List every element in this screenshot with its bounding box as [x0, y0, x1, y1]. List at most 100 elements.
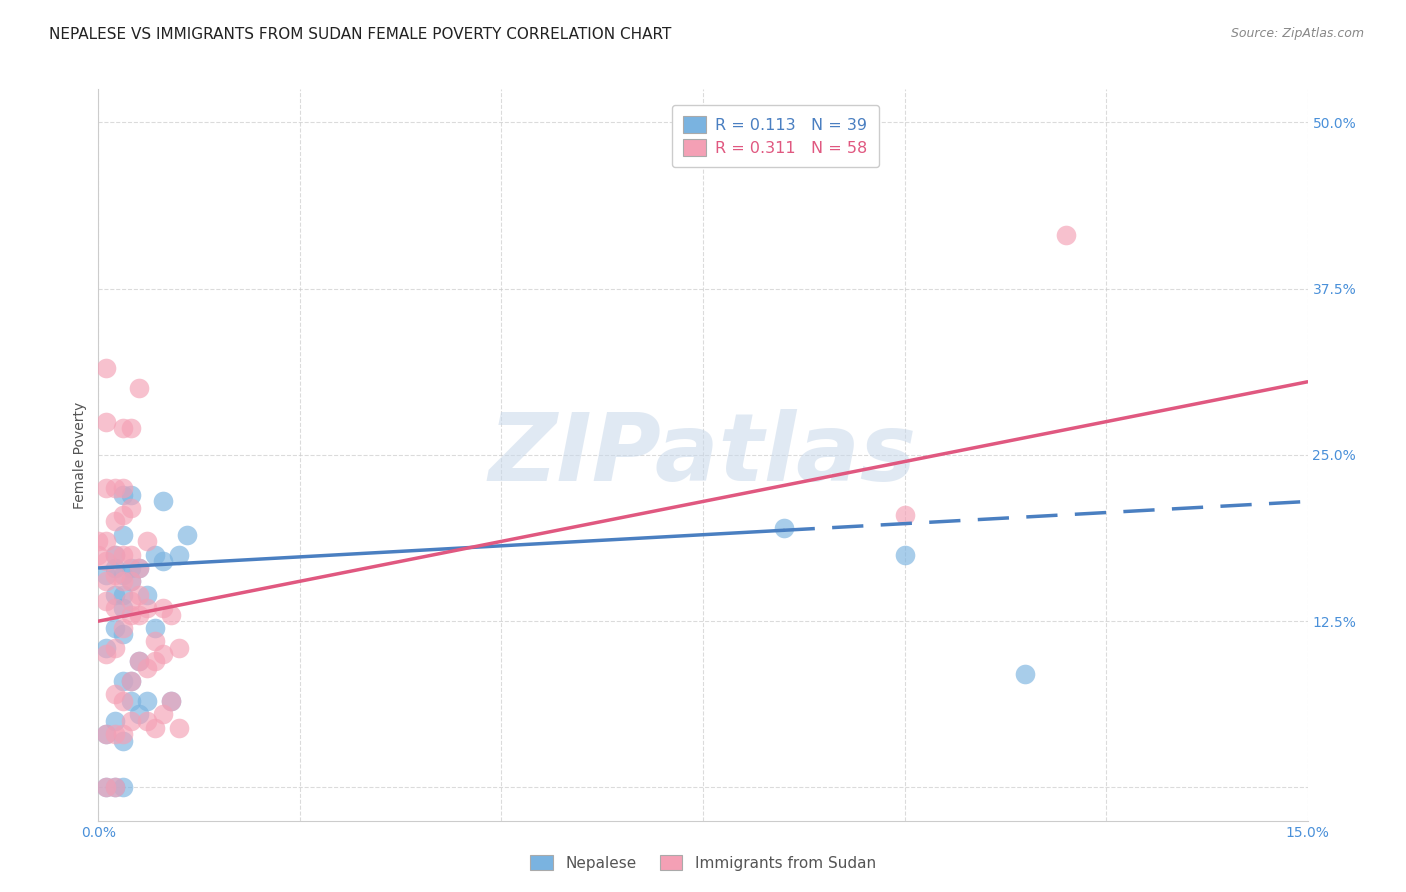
Point	[111, 727, 134, 741]
Point	[1054, 228, 1077, 243]
Point	[135, 714, 157, 728]
Point	[111, 488, 134, 502]
Point	[135, 588, 157, 602]
Point	[143, 721, 166, 735]
Point	[128, 707, 150, 722]
Point	[120, 488, 142, 502]
Point	[120, 673, 142, 688]
Point	[87, 548, 110, 562]
Point	[103, 561, 125, 575]
Point	[111, 588, 134, 602]
Point	[111, 548, 134, 562]
Point	[111, 627, 134, 641]
Point	[111, 527, 134, 541]
Point	[772, 521, 794, 535]
Legend: R = 0.113   N = 39, R = 0.311   N = 58: R = 0.113 N = 39, R = 0.311 N = 58	[672, 104, 879, 168]
Point	[103, 727, 125, 741]
Point	[128, 561, 150, 575]
Point	[96, 567, 118, 582]
Point	[893, 508, 915, 522]
Point	[120, 561, 142, 575]
Point	[96, 415, 118, 429]
Point	[143, 621, 166, 635]
Point	[111, 734, 134, 748]
Point	[103, 515, 125, 529]
Point	[111, 694, 134, 708]
Point	[96, 640, 118, 655]
Point	[120, 594, 142, 608]
Point	[111, 567, 134, 582]
Point	[103, 600, 125, 615]
Legend: Nepalese, Immigrants from Sudan: Nepalese, Immigrants from Sudan	[522, 846, 884, 880]
Point	[103, 780, 125, 795]
Point	[103, 780, 125, 795]
Point	[103, 481, 125, 495]
Point	[111, 421, 134, 435]
Point	[893, 548, 915, 562]
Point	[103, 588, 125, 602]
Point	[135, 661, 157, 675]
Point	[96, 534, 118, 549]
Point	[128, 654, 150, 668]
Point	[96, 594, 118, 608]
Point	[96, 648, 118, 662]
Point	[120, 607, 142, 622]
Point	[152, 600, 174, 615]
Point	[103, 714, 125, 728]
Point	[120, 574, 142, 589]
Point	[160, 607, 183, 622]
Point	[120, 714, 142, 728]
Point	[111, 780, 134, 795]
Point	[152, 554, 174, 568]
Point	[128, 381, 150, 395]
Point	[143, 654, 166, 668]
Point	[96, 361, 118, 376]
Point	[111, 621, 134, 635]
Point	[111, 600, 134, 615]
Point	[103, 567, 125, 582]
Point	[87, 534, 110, 549]
Point	[103, 548, 125, 562]
Point	[128, 607, 150, 622]
Point	[96, 780, 118, 795]
Point	[96, 727, 118, 741]
Point	[96, 481, 118, 495]
Point	[135, 534, 157, 549]
Point	[160, 694, 183, 708]
Point	[111, 481, 134, 495]
Point	[128, 561, 150, 575]
Point	[120, 673, 142, 688]
Point	[152, 494, 174, 508]
Text: Source: ZipAtlas.com: Source: ZipAtlas.com	[1230, 27, 1364, 40]
Text: NEPALESE VS IMMIGRANTS FROM SUDAN FEMALE POVERTY CORRELATION CHART: NEPALESE VS IMMIGRANTS FROM SUDAN FEMALE…	[49, 27, 672, 42]
Point	[1014, 667, 1036, 681]
Point	[152, 648, 174, 662]
Point	[120, 548, 142, 562]
Point	[96, 727, 118, 741]
Point	[143, 634, 166, 648]
Point	[160, 694, 183, 708]
Point	[128, 588, 150, 602]
Point	[96, 554, 118, 568]
Point	[120, 421, 142, 435]
Point	[128, 654, 150, 668]
Point	[152, 707, 174, 722]
Point	[143, 548, 166, 562]
Point	[111, 508, 134, 522]
Point	[96, 780, 118, 795]
Point	[96, 574, 118, 589]
Point	[167, 721, 190, 735]
Point	[103, 621, 125, 635]
Text: ZIPatlas: ZIPatlas	[489, 409, 917, 501]
Point	[103, 687, 125, 701]
Point	[111, 574, 134, 589]
Point	[111, 673, 134, 688]
Point	[120, 574, 142, 589]
Point	[167, 640, 190, 655]
Y-axis label: Female Poverty: Female Poverty	[73, 401, 87, 508]
Point	[103, 640, 125, 655]
Point	[176, 527, 198, 541]
Point	[103, 548, 125, 562]
Point	[167, 548, 190, 562]
Point	[135, 600, 157, 615]
